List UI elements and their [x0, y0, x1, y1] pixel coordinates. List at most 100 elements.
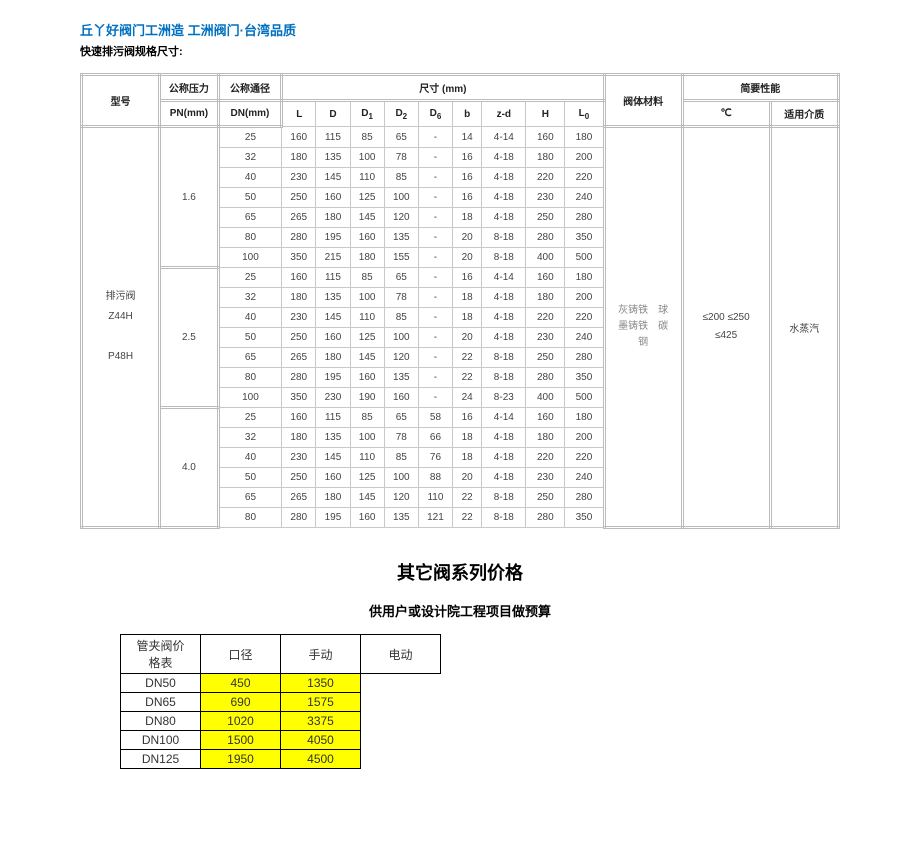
- cell-b: 16: [453, 148, 482, 168]
- cell-L: 265: [282, 348, 316, 368]
- cell-D1: 85: [350, 268, 384, 288]
- cell-dn: 32: [218, 148, 281, 168]
- cell-H: 400: [526, 388, 565, 408]
- cell-L: 160: [282, 127, 316, 148]
- cell-zd: 8-18: [482, 248, 526, 268]
- price-manual: 1950: [201, 750, 281, 769]
- cell-D1: 145: [350, 348, 384, 368]
- cell-model: 排污阀 Z44H P48H: [82, 127, 160, 528]
- cell-H: 230: [526, 188, 565, 208]
- cell-L: 350: [282, 388, 316, 408]
- cell-D6: -: [418, 268, 452, 288]
- cell-D2: 135: [384, 228, 418, 248]
- cell-D: 135: [316, 428, 350, 448]
- price-rowheader: 管夹阀价格表: [121, 635, 201, 674]
- cell-b: 22: [453, 508, 482, 528]
- cell-D6: -: [418, 368, 452, 388]
- cell-zd: 4-18: [482, 288, 526, 308]
- cell-D2: 135: [384, 508, 418, 528]
- cell-H: 180: [526, 428, 565, 448]
- cell-zd: 4-14: [482, 408, 526, 428]
- cell-D: 160: [316, 328, 350, 348]
- cell-pn: 4.0: [160, 408, 219, 528]
- cell-L0: 220: [565, 308, 604, 328]
- cell-D1: 190: [350, 388, 384, 408]
- cell-zd: 4-18: [482, 428, 526, 448]
- cell-pn: 2.5: [160, 268, 219, 408]
- cell-L: 350: [282, 248, 316, 268]
- cell-L0: 240: [565, 328, 604, 348]
- cell-dn: 80: [218, 508, 281, 528]
- cell-L: 180: [282, 428, 316, 448]
- cell-D1: 160: [350, 228, 384, 248]
- cell-L0: 500: [565, 248, 604, 268]
- cell-dn: 40: [218, 168, 281, 188]
- cell-D2: 65: [384, 268, 418, 288]
- cell-L: 250: [282, 328, 316, 348]
- cell-H: 160: [526, 408, 565, 428]
- cell-D: 215: [316, 248, 350, 268]
- cell-D2: 78: [384, 288, 418, 308]
- cell-zd: 8-18: [482, 368, 526, 388]
- cell-D2: 120: [384, 348, 418, 368]
- cell-zd: 4-14: [482, 268, 526, 288]
- cell-D6: -: [418, 248, 452, 268]
- price-electric: 1575: [281, 693, 361, 712]
- cell-D6: -: [418, 328, 452, 348]
- th-b: b: [453, 101, 482, 127]
- cell-D2: 85: [384, 168, 418, 188]
- cell-D1: 100: [350, 148, 384, 168]
- cell-D2: 120: [384, 208, 418, 228]
- cell-dn: 65: [218, 488, 281, 508]
- th-pressure: 公称压力: [160, 75, 219, 101]
- cell-zd: 8-23: [482, 388, 526, 408]
- cell-L: 280: [282, 228, 316, 248]
- cell-L0: 240: [565, 188, 604, 208]
- cell-D: 145: [316, 308, 350, 328]
- price-dn: DN65: [121, 693, 201, 712]
- cell-H: 280: [526, 508, 565, 528]
- cell-D2: 100: [384, 328, 418, 348]
- page-title-link[interactable]: 丘丫好阀门工洲造 工洲阀门·台湾品质: [80, 20, 840, 39]
- cell-D2: 135: [384, 368, 418, 388]
- cell-material: 灰铸铁 球 墨铸铁 碳 钢: [604, 127, 682, 528]
- cell-b: 24: [453, 388, 482, 408]
- cell-b: 16: [453, 188, 482, 208]
- cell-b: 18: [453, 428, 482, 448]
- cell-L0: 220: [565, 168, 604, 188]
- cell-D: 180: [316, 208, 350, 228]
- th-dimensions: 尺寸 (mm): [282, 75, 604, 101]
- cell-L0: 500: [565, 388, 604, 408]
- price-manual: 450: [201, 674, 281, 693]
- cell-b: 16: [453, 168, 482, 188]
- cell-D6: -: [418, 288, 452, 308]
- spec-table: 型号 公称压力 公称通径 尺寸 (mm) 阀体材料 简要性能 PN(mm) DN…: [80, 73, 840, 529]
- cell-D6: 88: [418, 468, 452, 488]
- cell-L: 280: [282, 368, 316, 388]
- cell-H: 220: [526, 448, 565, 468]
- cell-L: 160: [282, 268, 316, 288]
- cell-D2: 78: [384, 148, 418, 168]
- cell-zd: 8-18: [482, 488, 526, 508]
- cell-D6: -: [418, 308, 452, 328]
- price-dn: DN125: [121, 750, 201, 769]
- th-D2: D2: [384, 101, 418, 127]
- cell-dn: 100: [218, 248, 281, 268]
- cell-D6: -: [418, 127, 452, 148]
- cell-b: 14: [453, 127, 482, 148]
- cell-pn: 1.6: [160, 127, 219, 268]
- cell-D1: 180: [350, 248, 384, 268]
- cell-D2: 65: [384, 127, 418, 148]
- cell-medium: 水蒸汽: [770, 127, 838, 528]
- cell-D1: 85: [350, 127, 384, 148]
- th-performance: 简要性能: [682, 75, 838, 101]
- cell-D: 145: [316, 448, 350, 468]
- cell-dn: 100: [218, 388, 281, 408]
- cell-D2: 160: [384, 388, 418, 408]
- cell-L0: 200: [565, 148, 604, 168]
- cell-L: 160: [282, 408, 316, 428]
- cell-L0: 220: [565, 448, 604, 468]
- price-electric: 4050: [281, 731, 361, 750]
- cell-D: 145: [316, 168, 350, 188]
- cell-D2: 100: [384, 188, 418, 208]
